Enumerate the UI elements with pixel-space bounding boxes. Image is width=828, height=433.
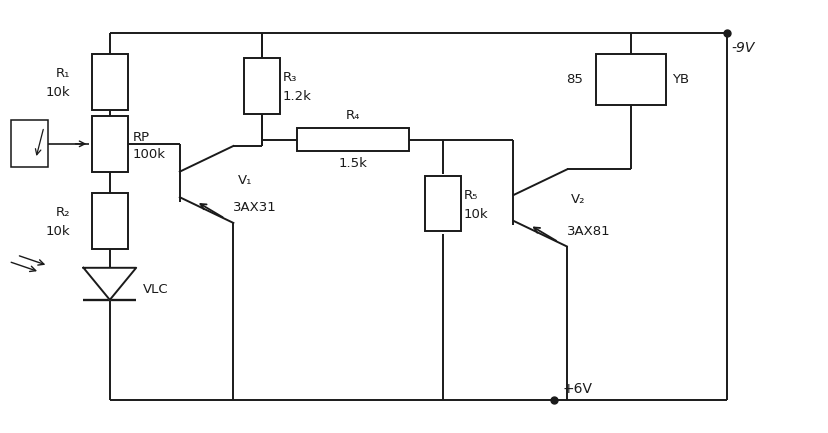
Text: 100k: 100k: [132, 148, 166, 161]
Text: +6V: +6V: [562, 382, 592, 396]
Text: 10k: 10k: [46, 86, 70, 99]
Bar: [92, 54, 128, 110]
Text: 1.2k: 1.2k: [282, 90, 311, 103]
Text: VLC: VLC: [142, 283, 168, 296]
Bar: [243, 58, 280, 114]
Bar: [92, 116, 128, 171]
Text: R₂: R₂: [55, 206, 70, 219]
Text: R₄: R₄: [345, 110, 359, 123]
Text: 3AX31: 3AX31: [233, 201, 277, 214]
Text: -9V: -9V: [730, 41, 754, 55]
Text: 10k: 10k: [46, 225, 70, 238]
Text: 1.5k: 1.5k: [338, 157, 367, 170]
Text: RP: RP: [132, 131, 150, 144]
Text: R₁: R₁: [55, 67, 70, 80]
Bar: [595, 54, 665, 105]
Text: R₃: R₃: [282, 71, 296, 84]
Text: R₅: R₅: [464, 189, 478, 202]
Polygon shape: [84, 268, 136, 300]
Text: V₁: V₁: [237, 174, 252, 187]
Bar: [425, 176, 461, 232]
Text: 85: 85: [566, 73, 583, 86]
Bar: [296, 128, 408, 151]
Bar: [11, 120, 48, 167]
Bar: [92, 193, 128, 249]
Text: V₂: V₂: [570, 193, 585, 206]
Text: YB: YB: [672, 73, 689, 86]
Text: 3AX81: 3AX81: [566, 225, 609, 238]
Text: 10k: 10k: [464, 208, 488, 221]
